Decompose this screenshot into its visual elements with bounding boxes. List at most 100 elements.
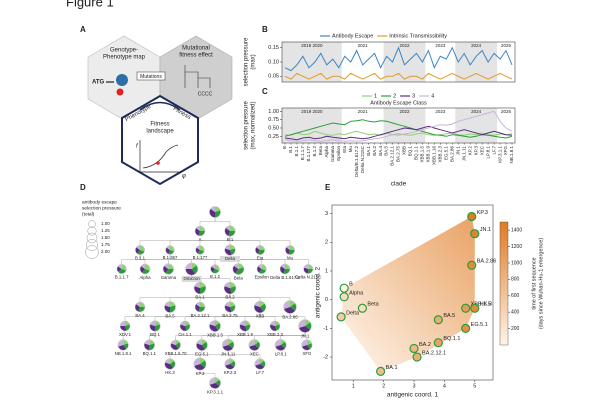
node-label: XBB.1.5 [207, 332, 223, 337]
x-tick-label: XBB.1.16 [432, 146, 437, 166]
node-label: JN.1.11 [221, 352, 236, 357]
panel-letter: C [262, 87, 268, 96]
x-tick-label: KP.3 [473, 146, 478, 156]
pie-slice [285, 247, 290, 255]
point [433, 315, 443, 325]
pie-slice [225, 245, 230, 250]
pie-slice [125, 324, 130, 331]
pie-slice [194, 286, 200, 294]
x-tick-label: BA.2.86 [449, 146, 454, 163]
colorbar-tick-label: 800 [511, 277, 520, 283]
x-tick-label: NB.1.8.1 [509, 146, 514, 164]
point-label: BQ.1.1 [443, 336, 460, 342]
node-label: A [199, 237, 202, 242]
pie-slice [142, 269, 150, 274]
pie-slice [254, 301, 260, 307]
node-label: B.1.177 [193, 255, 208, 260]
y-axis-label: antigenic coord. 2 [315, 266, 322, 318]
period-label: 2025 [501, 43, 512, 48]
x-tick-label: Beta [318, 146, 323, 156]
legend-size-label: 1.75 [101, 242, 110, 247]
pie-slice [138, 307, 145, 312]
y-axis-label: selection pressure [244, 100, 250, 149]
node-label: JN.1 [301, 333, 310, 338]
y-tick-label: 3 [325, 211, 328, 217]
x-axis-label: antigenic coord. 1 [387, 392, 439, 399]
x-tick-label: BA.2.12.1 [390, 146, 395, 166]
pie-slice [303, 267, 309, 274]
pie-slice [163, 266, 169, 274]
x-tick-label: EG.5.1 [443, 146, 448, 161]
pie-slice [164, 305, 170, 313]
label: CCCC [198, 91, 213, 97]
legend-label: Intrinsic Transmissibility [389, 33, 447, 39]
y-axis-label: (max, normalized) [251, 101, 257, 149]
pie-slice [144, 343, 150, 350]
pie-slice [117, 266, 122, 272]
series-line [284, 119, 513, 139]
x-tick-label: KP.3.1.1 [497, 146, 502, 163]
point-label: BA.5 [443, 313, 455, 319]
pie-slice [230, 226, 235, 231]
legend-size [86, 232, 98, 244]
period-band [383, 108, 426, 143]
node-label: BA.1 [195, 295, 205, 300]
point-label: Delta [346, 310, 360, 316]
pie-slice [230, 286, 236, 294]
pie-slice [140, 302, 145, 307]
point [470, 229, 480, 239]
x-tick-label: 5 [473, 383, 476, 389]
pie-slice [135, 304, 140, 312]
x-tick-label: Mu [348, 146, 353, 153]
pie-slice [235, 267, 244, 275]
node-label: BA.2 [225, 295, 235, 300]
pie-slice [306, 343, 312, 350]
node-label: BQ.1 [150, 332, 160, 337]
pie-slice [171, 340, 176, 345]
pie-slice [191, 263, 197, 269]
pie-slice [270, 324, 277, 331]
pie-slice [135, 247, 140, 254]
pie-slice [305, 319, 311, 326]
x-tick-label: JN.1.11 [461, 146, 466, 162]
pie-slice [275, 345, 285, 351]
point [412, 352, 422, 362]
y-tick-label: 0.05 [268, 74, 279, 80]
point-label: HK.3 [480, 302, 492, 308]
pie-slice [211, 264, 215, 269]
colorbar-tick-label: 400 [511, 310, 520, 316]
pie-slice [215, 210, 221, 218]
node-label: BA.2.12.1 [191, 313, 210, 318]
pie-slice [200, 226, 205, 231]
series-line [284, 125, 513, 141]
node-label: XBB.1.5.70 [165, 351, 187, 356]
pie-slice [195, 228, 200, 236]
pie-slice [281, 264, 285, 269]
pie-slice [198, 307, 205, 312]
point-label: XBB.1.5 [471, 302, 491, 308]
y-tick-label: 0.50 [268, 125, 279, 131]
pie-slice [288, 250, 295, 255]
node-label: XDV.1 [119, 332, 132, 337]
pie-slice [164, 264, 169, 269]
y-tick-label: 1 [325, 268, 328, 274]
pie-slice [175, 340, 180, 345]
legend-size-label: 1.00 [101, 221, 110, 226]
series-line [284, 72, 513, 80]
node-label: B.1.1.7 [115, 275, 129, 280]
pie-slice [194, 358, 200, 366]
figure-title: Figure 1 [66, 0, 114, 9]
legend-label: 4 [431, 93, 434, 99]
pie-slice [209, 377, 215, 385]
pie-slice [299, 326, 311, 333]
node-label: B.1.1 [135, 256, 146, 261]
pie-slice [249, 339, 255, 347]
pie-slice [298, 319, 305, 328]
node-label: XBB [256, 314, 265, 319]
label: Fitness [150, 122, 169, 128]
pie-slice [225, 305, 232, 312]
mini-tree [184, 65, 211, 88]
pie-slice [306, 340, 312, 345]
label: f [136, 144, 139, 150]
point-label: Beta [367, 302, 379, 308]
